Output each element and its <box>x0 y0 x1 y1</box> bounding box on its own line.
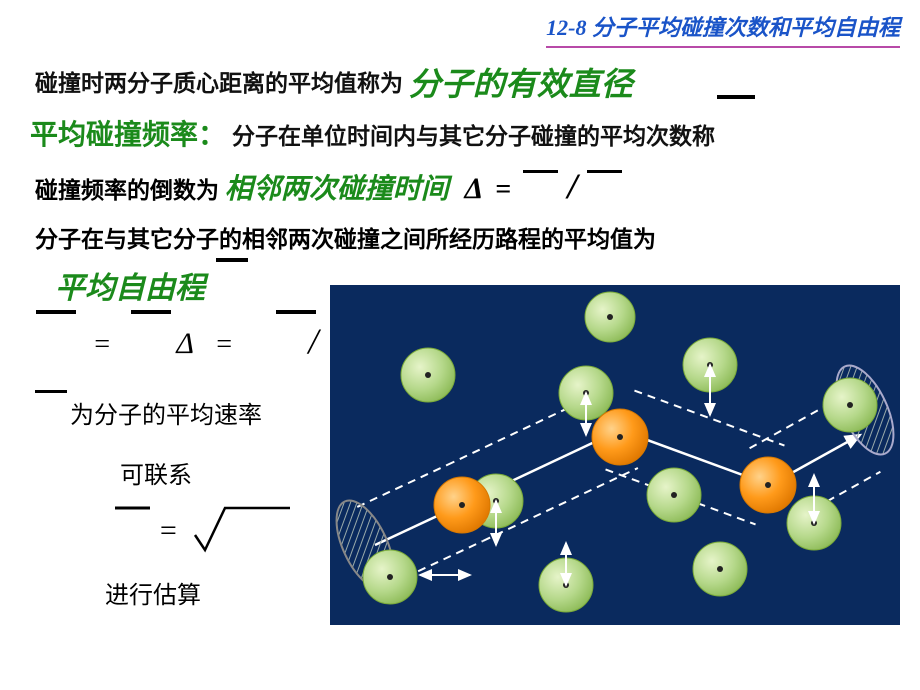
diagram-svg <box>330 285 900 625</box>
collision-diagram <box>330 285 900 625</box>
svg-text:=: = <box>158 514 178 547</box>
equals-symbol: = <box>489 174 517 205</box>
overbar-icon <box>216 258 248 262</box>
equation-chain: = Δ = / <box>36 320 373 362</box>
avg-speed-note: 为分子的平均速率 <box>70 395 262 430</box>
equals-symbol: = <box>203 329 246 360</box>
overbar-icon <box>131 310 171 314</box>
collision-freq-term: 平均碰撞频率： <box>30 120 226 151</box>
slash-symbol: / <box>564 166 582 206</box>
mean-free-path-term: 平均自由程 <box>55 263 205 307</box>
line-1: 碰撞时两分子质心距离的平均值称为 分子的有效直径 <box>35 55 633 101</box>
line2-black: 分子在单位时间内与其它分子碰撞的平均次数称 <box>232 124 715 149</box>
line-2: 平均碰撞频率： 分子在单位时间内与其它分子碰撞的平均次数称 <box>30 113 715 153</box>
line-4: 分子在与其它分子的相邻两次碰撞之间所经历路程的平均值为 <box>35 220 656 254</box>
overbar-icon <box>523 170 558 173</box>
overbar-icon <box>35 390 67 393</box>
line1-black: 碰撞时两分子质心距离的平均值称为 <box>35 71 409 96</box>
overbar-icon <box>717 95 755 99</box>
equals-symbol: = <box>87 329 118 360</box>
delta-eq: Δ = / <box>465 165 623 207</box>
delta-symbol: Δ <box>176 327 194 360</box>
sqrt-icon: = <box>110 500 300 560</box>
interval-term: 相邻两次碰撞时间 <box>225 174 449 205</box>
delta-symbol: Δ <box>465 172 484 205</box>
overbar-icon <box>276 310 316 314</box>
overbar-icon <box>587 170 622 173</box>
effective-diameter-term: 分子的有效直径 <box>409 66 633 102</box>
slash-symbol: / <box>304 321 322 361</box>
overbar-icon <box>36 310 76 314</box>
line3-black: 碰撞频率的倒数为 <box>35 178 225 203</box>
sqrt-equation: = <box>110 500 300 565</box>
contact-note: 可联系 <box>120 455 192 490</box>
section-header: 12-8 分子平均碰撞次数和平均自由程 <box>546 10 900 48</box>
estimate-note: 进行估算 <box>105 575 201 610</box>
line-3: 碰撞频率的倒数为 相邻两次碰撞时间 Δ = / <box>35 165 622 207</box>
